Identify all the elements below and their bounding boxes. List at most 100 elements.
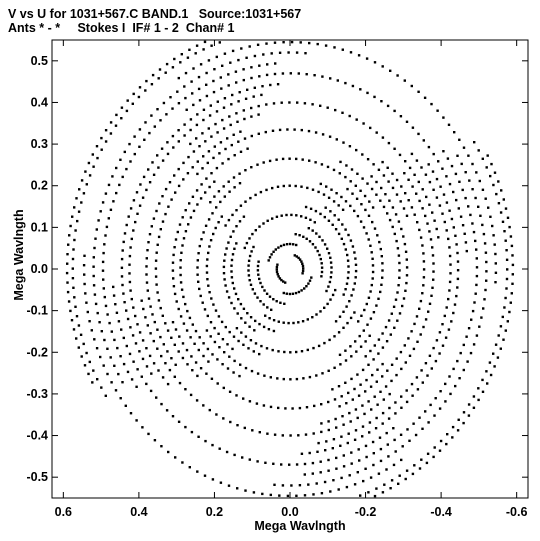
- uv-point: [395, 193, 399, 196]
- uv-point: [376, 368, 379, 371]
- uv-point: [425, 461, 429, 465]
- uv-point: [379, 447, 383, 451]
- uv-point: [366, 91, 369, 95]
- uv-point: [435, 177, 439, 181]
- uv-point: [180, 251, 183, 254]
- uv-point: [502, 198, 505, 201]
- uv-point: [159, 335, 162, 339]
- uv-point: [407, 337, 410, 340]
- uv-point: [439, 185, 442, 188]
- uv-point: [307, 227, 310, 230]
- uv-point: [186, 309, 189, 313]
- uv-point: [415, 192, 418, 195]
- uv-point: [305, 73, 308, 76]
- uv-point: [441, 212, 444, 215]
- uv-point: [100, 136, 103, 140]
- uv-point: [261, 492, 264, 496]
- uv-point: [432, 262, 435, 265]
- uv-point: [83, 282, 86, 286]
- uv-point: [330, 188, 333, 191]
- uv-point: [456, 260, 460, 263]
- uv-point: [431, 211, 434, 214]
- uv-point: [429, 403, 432, 407]
- uv-point: [223, 195, 226, 198]
- uv-point: [104, 304, 108, 308]
- uv-point: [311, 229, 314, 232]
- uv-point: [230, 258, 234, 262]
- uv-point: [212, 79, 215, 83]
- uv-point: [432, 152, 435, 156]
- uv-point: [173, 174, 176, 177]
- uv-point: [299, 41, 302, 44]
- uv-point: [226, 367, 230, 370]
- uv-point: [141, 357, 145, 361]
- uv-point: [209, 201, 212, 204]
- uv-point: [278, 51, 282, 54]
- x-tick-label: 0.0: [281, 505, 298, 519]
- uv-point: [432, 455, 435, 459]
- uv-point: [160, 402, 163, 406]
- uv-point: [427, 310, 430, 313]
- uv-point: [441, 167, 444, 170]
- uv-point: [431, 286, 434, 289]
- uv-point: [407, 199, 410, 202]
- uv-point: [355, 197, 359, 200]
- uv-point: [366, 158, 370, 161]
- uv-point: [331, 223, 334, 226]
- uv-point: [279, 301, 282, 304]
- uv-point: [92, 284, 96, 287]
- uv-point: [319, 471, 322, 474]
- uv-point: [354, 269, 358, 273]
- y-tick-label: 0.5: [31, 54, 48, 68]
- uv-point: [391, 225, 394, 229]
- uv-point: [403, 79, 406, 82]
- uv-point: [320, 262, 323, 265]
- uv-point: [161, 314, 164, 317]
- uv-point: [502, 338, 505, 341]
- uv-point: [471, 162, 474, 166]
- uv-point: [141, 426, 144, 429]
- uv-point: [347, 233, 350, 237]
- uv-point: [350, 377, 353, 381]
- uv-point: [422, 139, 425, 142]
- uv-point: [259, 300, 262, 303]
- uv-point: [110, 330, 113, 333]
- uv-point: [508, 310, 511, 314]
- uv-point: [344, 359, 348, 362]
- uv-point: [385, 431, 388, 435]
- uv-point: [173, 375, 176, 378]
- uv-point: [115, 113, 118, 117]
- uv-point: [128, 280, 132, 284]
- uv-point: [266, 219, 269, 222]
- uv-point: [373, 344, 376, 347]
- uv-point: [184, 425, 187, 429]
- uv-point: [292, 321, 295, 325]
- uv-point: [177, 140, 180, 143]
- uv-point: [428, 302, 432, 305]
- uv-point: [130, 297, 133, 301]
- uv-point: [178, 335, 181, 338]
- uv-point: [319, 212, 322, 216]
- uv-point: [94, 237, 97, 240]
- uv-point: [233, 307, 236, 310]
- uv-point: [258, 322, 261, 326]
- uv-point: [203, 474, 207, 477]
- uv-point: [227, 296, 231, 299]
- uv-point: [269, 83, 272, 87]
- uv-point: [313, 221, 316, 224]
- uv-point: [427, 421, 430, 424]
- uv-point: [384, 325, 388, 329]
- uv-point: [370, 187, 374, 191]
- uv-point: [275, 268, 278, 271]
- uv-point: [251, 429, 254, 432]
- uv-point: [202, 118, 205, 122]
- uv-point: [130, 378, 134, 381]
- uv-point: [213, 180, 216, 183]
- uv-point: [253, 86, 256, 89]
- uv-point: [247, 269, 250, 272]
- uv-point: [207, 251, 210, 255]
- uv-point: [158, 68, 162, 71]
- uv-point: [156, 328, 159, 331]
- data-points-layer: [65, 40, 515, 498]
- uv-point: [129, 207, 133, 210]
